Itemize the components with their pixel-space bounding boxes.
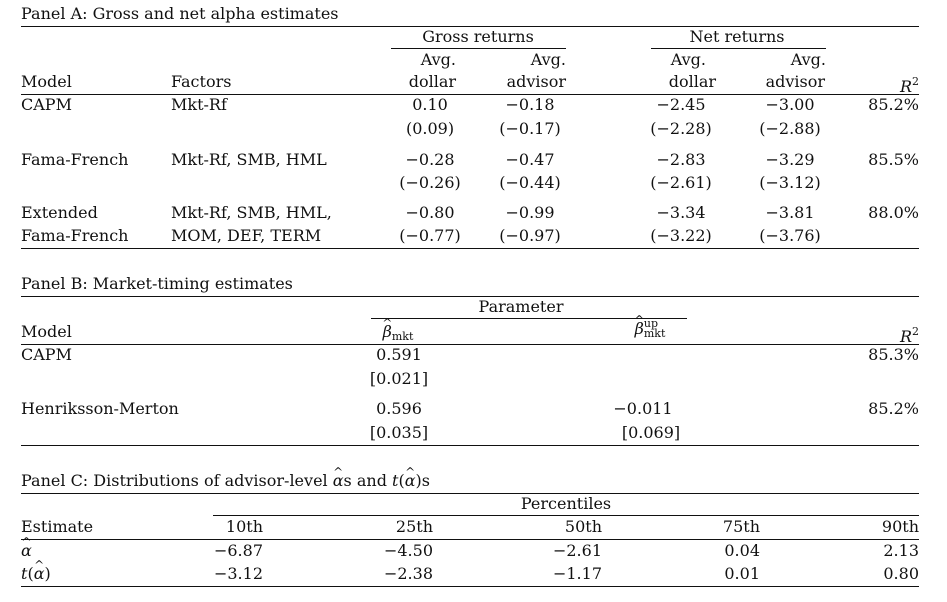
panel-c-title: Panel C: Distributions of advisor-level … (21, 471, 430, 491)
table-cell-tstat: (−0.77) (399, 226, 461, 245)
percentiles-cmidrule (213, 515, 919, 516)
gross-cmidrule (391, 48, 566, 49)
panel-c-bottom-rule (21, 586, 919, 587)
table-cell: 85.2% (868, 399, 919, 418)
panel-c-top-rule (21, 493, 919, 494)
panel-a-title: Panel A: Gross and net alpha estimates (21, 4, 339, 23)
p25-header: 25th (395, 517, 433, 536)
table-cell-tstat: (−2.88) (759, 119, 821, 138)
table-cell: −3.81 (765, 203, 815, 222)
table-cell-se: [0.035] (369, 423, 429, 442)
table-row-factors: Mkt-Rf, SMB, HML, (171, 203, 332, 222)
percentiles-header: Percentiles (520, 494, 612, 513)
table-row-model: Fama-French (21, 150, 129, 169)
table-cell-tstat: (−2.61) (650, 173, 712, 192)
net-advisor-head-top: Avg. (790, 50, 826, 69)
p90-header: 90th (881, 517, 919, 536)
table-row-factors: Mkt-Rf, SMB, HML (171, 150, 327, 169)
panel-a-head-rule (21, 94, 919, 95)
factors-column-header: Factors (171, 72, 232, 91)
table-cell: 85.2% (868, 95, 919, 114)
panel-a-bottom-rule (21, 248, 919, 249)
model-column-header: Model (21, 322, 72, 341)
table-cell-tstat: (−2.28) (650, 119, 712, 138)
net-returns-header: Net returns (689, 27, 785, 46)
table-row-factors: MOM, DEF, TERM (171, 226, 322, 245)
table-cell: 85.5% (868, 150, 919, 169)
gross-advisor-head: advisor (506, 72, 566, 91)
gross-returns-header: Gross returns (422, 27, 534, 46)
table-cell: −0.18 (505, 95, 555, 114)
panel-b-top-rule (21, 296, 919, 297)
table-cell-tstat: (−3.22) (650, 226, 712, 245)
table-cell: 88.0% (868, 203, 919, 222)
table-row-model: CAPM (21, 95, 72, 114)
table-row-factors: Mkt-Rf (171, 95, 227, 114)
table-cell: −2.38 (383, 564, 433, 583)
table-cell: 0.01 (724, 564, 760, 583)
table-cell: 85.3% (868, 345, 919, 364)
parameter-cmidrule (371, 318, 687, 319)
gross-dollar-head: dollar (408, 72, 456, 91)
beta-mkt-header: βmkt (383, 322, 414, 347)
table-row-model: Henriksson-Merton (21, 399, 179, 418)
table-cell: −3.34 (656, 203, 706, 222)
net-dollar-head: dollar (668, 72, 716, 91)
table-cell: 0.80 (883, 564, 919, 583)
p10-header: 10th (225, 517, 263, 536)
r2-column-header: R2 (899, 75, 919, 96)
table-row-model: CAPM (21, 345, 72, 364)
p75-header: 75th (722, 517, 760, 536)
table-cell-se: [0.021] (369, 369, 429, 388)
table-cell: −4.50 (383, 541, 433, 560)
table-cell: −2.83 (656, 150, 706, 169)
table-cell: 0.10 (412, 95, 448, 114)
table-row-model: Fama-French (21, 226, 129, 245)
panel-b-head-rule (21, 344, 919, 345)
table-cell-tstat: (−3.76) (759, 226, 821, 245)
gross-dollar-head-top: Avg. (420, 50, 456, 69)
panel-b-title: Panel B: Market-timing estimates (21, 274, 293, 293)
panel-b-bottom-rule (21, 445, 919, 446)
panel-c-head-rule (21, 539, 919, 540)
table-cell: −3.29 (765, 150, 815, 169)
table-cell-tstat: (−3.12) (759, 173, 821, 192)
table-cell-tstat: (0.09) (405, 119, 455, 138)
table-cell: −0.47 (505, 150, 555, 169)
table-cell: 0.596 (376, 399, 422, 418)
table-cell: −0.011 (613, 399, 673, 418)
table-cell: −0.80 (405, 203, 455, 222)
net-cmidrule (651, 48, 826, 49)
net-advisor-head: advisor (765, 72, 825, 91)
table-cell-se: [0.069] (621, 423, 681, 442)
gross-advisor-head-top: Avg. (530, 50, 566, 69)
estimate-column-header: Estimate (21, 517, 94, 536)
p50-header: 50th (564, 517, 602, 536)
table-cell-tstat: (−0.44) (499, 173, 561, 192)
r2-column-header: R2 (899, 325, 919, 346)
table-cell-tstat: (−0.26) (399, 173, 461, 192)
table-cell: −0.28 (405, 150, 455, 169)
table-cell-tstat: (−0.17) (499, 119, 561, 138)
parameter-header: Parameter (478, 297, 564, 316)
table-cell: −2.45 (656, 95, 706, 114)
t-alpha-hat-label: t(α) (21, 564, 51, 584)
table-cell-tstat: (−0.97) (499, 226, 561, 245)
net-dollar-head-top: Avg. (670, 50, 706, 69)
table-cell: −6.87 (213, 541, 263, 560)
table-cell: 0.04 (724, 541, 760, 560)
table-cell: −0.99 (505, 203, 555, 222)
table-cell: −1.17 (552, 564, 602, 583)
table-cell: −3.00 (765, 95, 815, 114)
model-column-header: Model (21, 72, 72, 91)
table-cell: −3.12 (213, 564, 263, 583)
panel-a-top-rule (21, 26, 919, 27)
table-cell: 2.13 (883, 541, 919, 560)
table-cell: 0.591 (376, 345, 422, 364)
alpha-hat-label: α (21, 541, 32, 561)
table-row-model: Extended (21, 203, 98, 222)
table-cell: −2.61 (552, 541, 602, 560)
